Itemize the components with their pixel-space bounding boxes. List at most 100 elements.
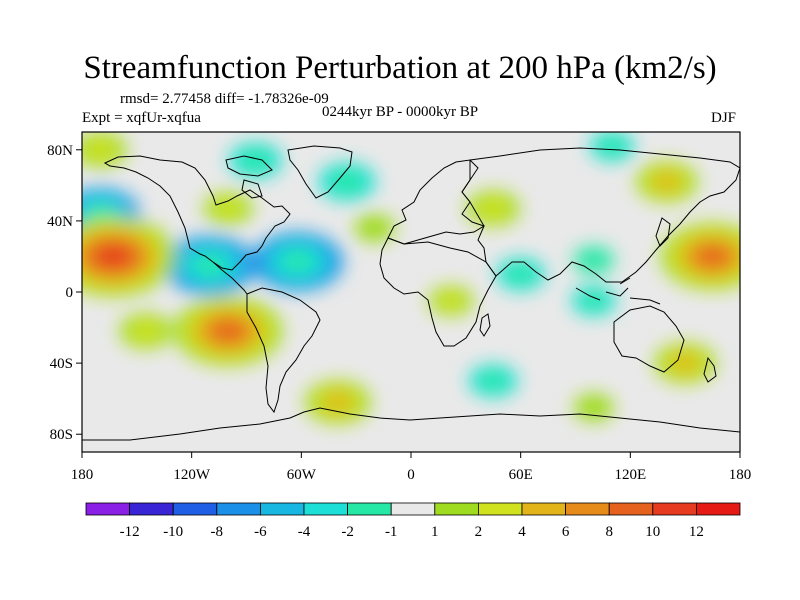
colorbar-swatch	[652, 502, 697, 516]
anomaly-20	[660, 223, 740, 290]
y-tick-label: 80N	[47, 143, 73, 159]
chart-title: Streamfunction Perturbation at 200 hPa (…	[83, 50, 717, 86]
anomaly-21	[174, 296, 283, 366]
colorbar-label: 1	[431, 524, 439, 540]
coastline-south-america	[246, 287, 321, 414]
colorbar-label: -1	[385, 524, 398, 540]
anomaly-18	[164, 235, 256, 295]
coastline-maritime-continent	[575, 277, 661, 305]
anomaly-14	[636, 161, 698, 203]
anomaly-contour	[281, 251, 314, 273]
anomaly-0	[354, 214, 395, 242]
anomaly-13	[318, 162, 376, 201]
anomaly-contour	[671, 354, 699, 373]
rmsd-diff-stats: rmsd= 2.77458 diff= -1.78326e-09	[120, 91, 329, 107]
colorbar-swatch	[129, 502, 174, 516]
colorbar-swatch	[565, 502, 610, 516]
colorbar-swatch	[521, 502, 566, 516]
anomaly-15	[654, 342, 716, 384]
colorbar-swatch	[172, 502, 218, 516]
anomaly-22	[82, 216, 176, 297]
colorbar-swatch	[347, 502, 392, 516]
anomaly-contour	[478, 370, 509, 392]
anomaly-12	[466, 190, 520, 227]
anomaly-contour	[129, 320, 163, 343]
coastline-madagascar	[479, 313, 491, 337]
anomaly-contour	[437, 291, 465, 311]
colorbar-swatch	[696, 502, 741, 516]
season-label: DJF	[711, 110, 737, 126]
coastline-north-america	[103, 155, 291, 271]
anomaly-11	[82, 132, 127, 168]
colorbar-swatch	[259, 502, 305, 516]
anomaly-10	[229, 142, 283, 179]
coastline-greenland	[287, 145, 353, 199]
anomaly-contour	[97, 246, 129, 267]
colorbar-swatch	[434, 502, 479, 516]
colorbar-label: -2	[341, 524, 354, 540]
colorbar-label: 12	[689, 524, 704, 540]
anomaly-contour	[323, 392, 353, 412]
colorbar-label: -10	[163, 524, 183, 540]
anomaly-contour	[598, 136, 626, 156]
x-tick-label: 180	[729, 467, 752, 483]
anomaly-8	[468, 364, 518, 398]
coastline-africa	[379, 237, 497, 347]
coastline-australia	[613, 305, 685, 373]
x-tick-label: 120E	[614, 467, 646, 483]
x-tick-label: 60W	[287, 467, 317, 483]
colorbar-swatch	[85, 502, 130, 516]
anomaly-contour	[194, 255, 226, 276]
anomaly-7	[496, 257, 546, 291]
anomaly-3	[589, 132, 635, 162]
coastline-asia	[461, 147, 740, 283]
anomaly-contour	[212, 321, 244, 342]
colorbar-swatch	[303, 502, 348, 516]
experiment-label: Expt = xqfUr-xqfua	[82, 110, 201, 126]
coastline-japan	[655, 217, 671, 247]
y-tick-label: 80S	[50, 427, 73, 443]
anomaly-contour	[476, 197, 510, 220]
y-tick-label: 40S	[50, 356, 73, 372]
coastline-new-zealand	[703, 356, 717, 383]
anomaly-contour	[579, 291, 608, 311]
time-period-label: 0244kyr BP - 0000kyr BP	[322, 104, 479, 120]
anomaly-16	[304, 380, 371, 424]
anomaly-contour	[573, 246, 615, 274]
coastline-central-america	[212, 261, 248, 295]
anomaly-1	[573, 246, 615, 274]
anomaly-4	[571, 285, 617, 317]
coastline-arctic-islands	[225, 155, 273, 199]
colorbar-label: -6	[254, 524, 267, 540]
anomaly-contour	[653, 172, 681, 191]
coastline-antarctica	[82, 407, 740, 441]
anomaly-contour	[697, 246, 728, 266]
anomaly-contour	[505, 264, 536, 285]
colorbar-swatch	[608, 502, 654, 516]
colorbar-swatch	[216, 502, 261, 516]
colorbar-label: 8	[605, 524, 613, 540]
colorbar-label: -8	[211, 524, 224, 540]
x-tick-label: 0	[407, 467, 415, 483]
colorbar-label: 10	[645, 524, 660, 540]
anomaly-contour	[83, 138, 117, 161]
colorbar-label: -4	[298, 524, 311, 540]
anomaly-contour	[329, 170, 365, 194]
colorbar-label: 4	[518, 524, 526, 540]
anomaly-6	[203, 191, 253, 225]
colorbar-swatch	[477, 502, 523, 516]
colorbar-label: 2	[475, 524, 483, 540]
anomaly-contour	[354, 214, 395, 242]
anomaly-9	[119, 313, 173, 349]
y-tick-label: 40N	[47, 214, 73, 230]
colorbar-label: -12	[120, 524, 140, 540]
anomaly-19	[252, 232, 344, 292]
x-tick-label: 60E	[509, 467, 533, 483]
x-tick-label: 120W	[173, 467, 211, 483]
x-tick-label: 180	[71, 467, 94, 483]
anomaly-5	[428, 285, 474, 317]
y-tick-label: 0	[66, 285, 74, 301]
colorbar-label: 6	[562, 524, 570, 540]
anomaly-contour	[239, 149, 273, 172]
